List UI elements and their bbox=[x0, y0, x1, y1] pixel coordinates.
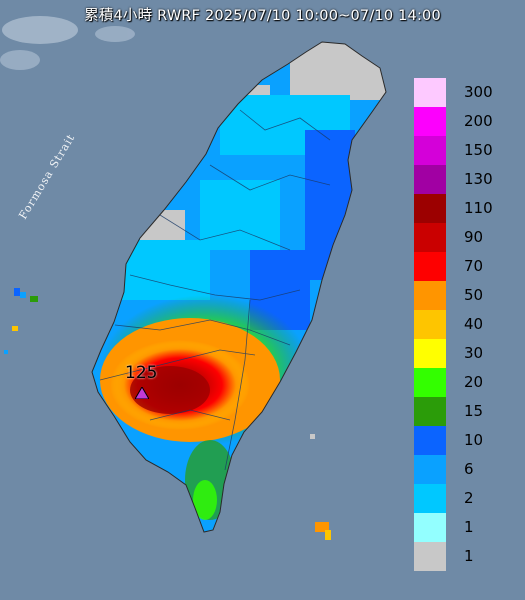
legend-swatch bbox=[414, 513, 446, 542]
legend-tick-label: 110 bbox=[464, 199, 493, 217]
legend-swatch bbox=[414, 339, 446, 368]
rain-core-dark bbox=[130, 366, 210, 414]
legend-tick-label: 15 bbox=[464, 402, 484, 420]
legend-swatch bbox=[414, 194, 446, 223]
legend-tick-label: 30 bbox=[464, 344, 484, 362]
legend-tick-label: 2 bbox=[464, 489, 474, 507]
rain-tail-south2 bbox=[193, 480, 217, 520]
orchid-island bbox=[310, 434, 331, 540]
legend-tick-label: 40 bbox=[464, 315, 484, 333]
legend-tick-label: 200 bbox=[464, 112, 493, 130]
rainfall-legend: 300 200 150 130 110 90 70 50 40 30 20 15 10 6 2 1 1 bbox=[414, 78, 524, 572]
legend-tick-label: 6 bbox=[464, 460, 474, 478]
legend-bottom-label: 1 bbox=[464, 547, 474, 565]
light-rain-central bbox=[200, 180, 280, 250]
penghu-islands bbox=[4, 288, 38, 354]
legend-tick-label: 70 bbox=[464, 257, 484, 275]
max-rainfall-value: 125 bbox=[125, 363, 158, 383]
light-rain-west bbox=[120, 240, 210, 300]
legend-swatch bbox=[414, 107, 446, 136]
legend-swatch bbox=[414, 252, 446, 281]
legend-swatch bbox=[414, 281, 446, 310]
legend-tick-label: 130 bbox=[464, 170, 493, 188]
triangle-marker-icon bbox=[135, 387, 149, 399]
legend-tick-label: 150 bbox=[464, 141, 493, 159]
map-title: 累積4小時 RWRF 2025/07/10 10:00~07/10 14:00 bbox=[84, 8, 441, 24]
legend-tick-label: 10 bbox=[464, 431, 484, 449]
legend-swatch bbox=[414, 78, 446, 107]
legend-tick-label: 90 bbox=[464, 228, 484, 246]
legend-tick-label: 1 bbox=[464, 518, 474, 536]
legend-swatch bbox=[414, 223, 446, 252]
legend-swatch bbox=[414, 426, 446, 455]
legend-swatch bbox=[414, 542, 446, 571]
legend-tick-label: 20 bbox=[464, 373, 484, 391]
legend-swatch bbox=[414, 165, 446, 194]
legend-swatch bbox=[414, 136, 446, 165]
legend-swatch bbox=[414, 310, 446, 339]
legend-swatch bbox=[414, 397, 446, 426]
legend-swatch bbox=[414, 484, 446, 513]
legend-swatch bbox=[414, 455, 446, 484]
legend-swatch bbox=[414, 368, 446, 397]
legend-tick-label: 300 bbox=[464, 83, 493, 101]
sea-clouds bbox=[0, 16, 135, 70]
county-boundaries bbox=[99, 109, 331, 471]
legend-tick-label: 50 bbox=[464, 286, 484, 304]
taiwan-coastline bbox=[91, 41, 387, 533]
